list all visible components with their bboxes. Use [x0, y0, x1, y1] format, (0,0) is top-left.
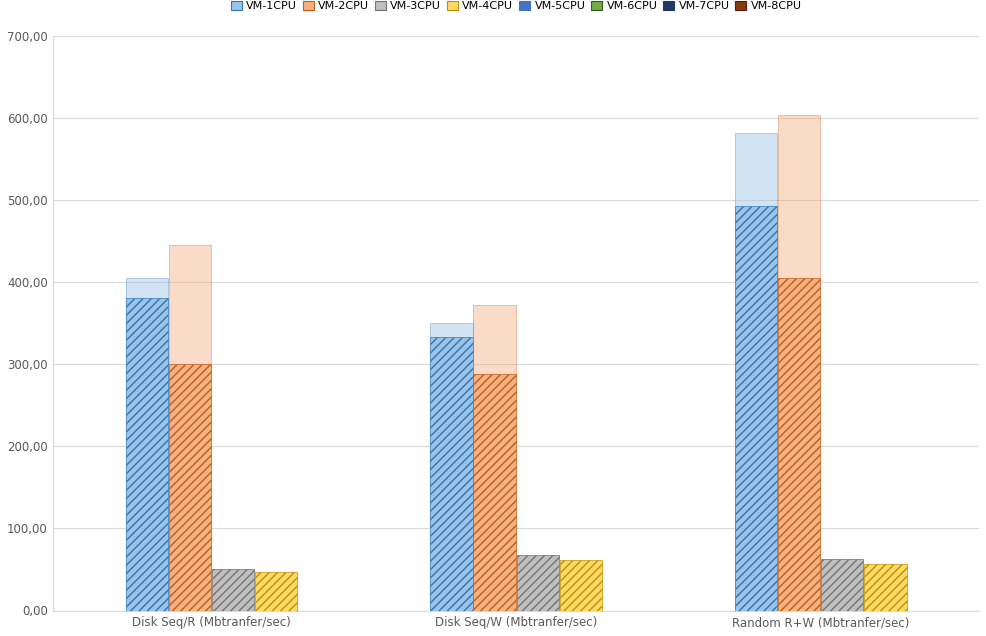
Bar [169, 364, 211, 611]
Bar [169, 245, 211, 364]
Bar [125, 298, 168, 611]
Bar [473, 305, 516, 374]
Bar [778, 114, 820, 278]
Bar [212, 569, 254, 611]
Legend: VM-1CPU, VM-2CPU, VM-3CPU, VM-4CPU, VM-5CPU, VM-6CPU, VM-7CPU, VM-8CPU: VM-1CPU, VM-2CPU, VM-3CPU, VM-4CPU, VM-5… [231, 1, 802, 11]
Bar [517, 555, 559, 611]
Bar [735, 134, 777, 207]
Bar [735, 207, 777, 611]
Bar [430, 323, 472, 337]
Bar [125, 278, 168, 298]
Bar [473, 374, 516, 611]
Bar [255, 572, 298, 611]
Bar [778, 278, 820, 611]
Bar [430, 337, 472, 611]
Bar [865, 563, 907, 611]
Bar [560, 560, 602, 611]
Bar [821, 559, 864, 611]
